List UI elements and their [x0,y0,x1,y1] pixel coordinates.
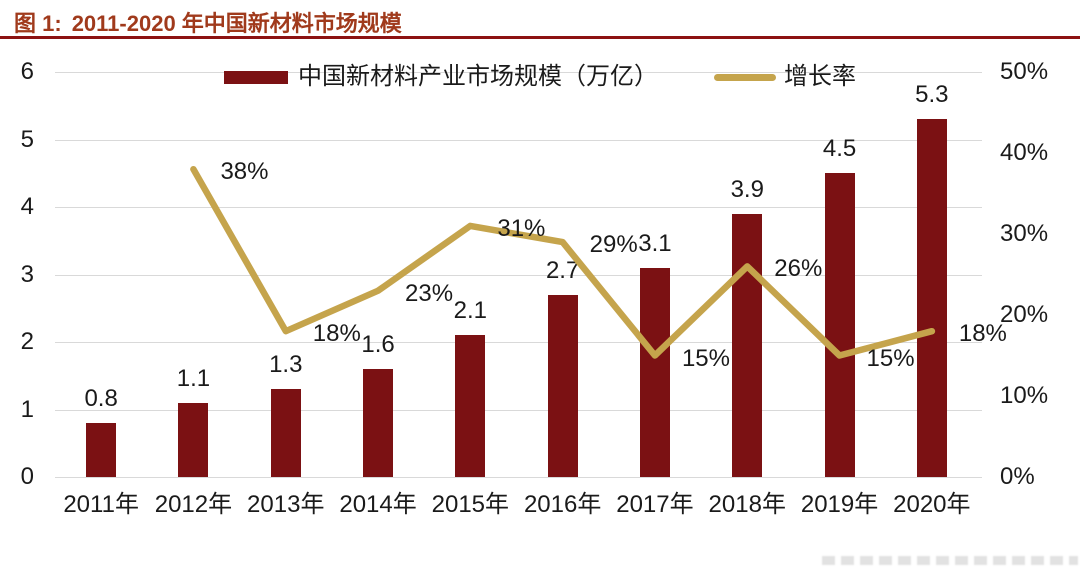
line-value-label: 15% [866,344,915,372]
left-axis-tick: 0 [20,463,34,490]
bar-2016年 [547,294,578,477]
bar-series-swatch [224,70,288,84]
line-series-legend-label: 增长率 [784,63,856,90]
right-axis-tick: 40% [1000,139,1049,166]
left-axis-tick: 4 [20,193,34,220]
line-value-label: 31% [497,214,546,242]
line-value-label: 18% [958,320,1007,348]
figure-title-text: 2011-2020 年中国新材料市场规模 [71,11,402,36]
line-series-swatch [714,73,776,81]
x-axis-label: 2011年 [63,491,139,518]
bar-2015年 [455,335,486,477]
right-axis-tick: 0% [1000,463,1035,490]
bar-2014年 [363,369,394,477]
line-value-label: 18% [312,320,361,348]
x-axis-label: 2013年 [247,491,325,518]
x-axis-label: 2016年 [523,491,602,518]
x-axis-label: 2020年 [893,491,971,518]
bar-value-label: 4.5 [822,135,857,163]
x-axis-label: 2019年 [800,491,879,518]
line-value-label: 38% [220,158,269,186]
x-axis-label: 2015年 [431,491,510,518]
bar-2018年 [732,213,763,477]
figure-number-label: 图 1: [14,11,62,36]
left-axis-tick: 6 [20,58,34,85]
bar-value-label: 0.8 [84,385,118,412]
bar-2011年 [86,423,117,477]
figure-title: 图 1: 2011-2020 年中国新材料市场规模 [14,6,402,38]
line-value-label: 29% [589,231,638,259]
gridline [55,477,982,478]
line-value-label: 15% [681,344,730,372]
gridline [55,139,982,141]
left-axis-tick: 1 [20,395,34,423]
right-axis-tick: 10% [1000,382,1049,409]
bar-value-label: 1.1 [176,364,211,392]
line-value-label: 23% [405,279,454,307]
bar-2013年 [270,389,301,477]
bar-value-label: 2.7 [545,256,580,284]
gridline [55,409,982,411]
x-axis-label: 2014年 [339,491,417,518]
bar-2020年 [916,119,947,477]
x-axis-label: 2017年 [616,491,694,518]
x-axis-label: 2012年 [154,491,233,518]
right-axis-tick: 20% [1000,301,1049,328]
bar-value-label: 3.9 [730,175,764,203]
bar-series-legend-label: 中国新材料产业市场规模（万亿） [298,63,658,90]
x-axis-label: 2018年 [708,491,786,518]
gridline [55,72,982,73]
left-axis-tick: 3 [20,260,34,288]
left-axis-tick: 2 [20,328,34,355]
footer-smudge [822,556,1078,565]
right-axis-tick: 30% [1000,220,1049,247]
bar-2019年 [824,173,855,477]
left-axis-tick: 5 [20,125,34,153]
bar-2012年 [178,402,209,477]
right-axis-tick: 50% [1000,58,1049,85]
legend: 中国新材料产业市场规模（万亿） 增长率 [0,63,1080,91]
bar-2017年 [639,267,670,477]
bar-value-label: 5.3 [915,81,949,109]
title-underline [0,36,1080,39]
bar-value-label: 1.3 [269,351,303,379]
line-value-label: 26% [774,255,823,283]
